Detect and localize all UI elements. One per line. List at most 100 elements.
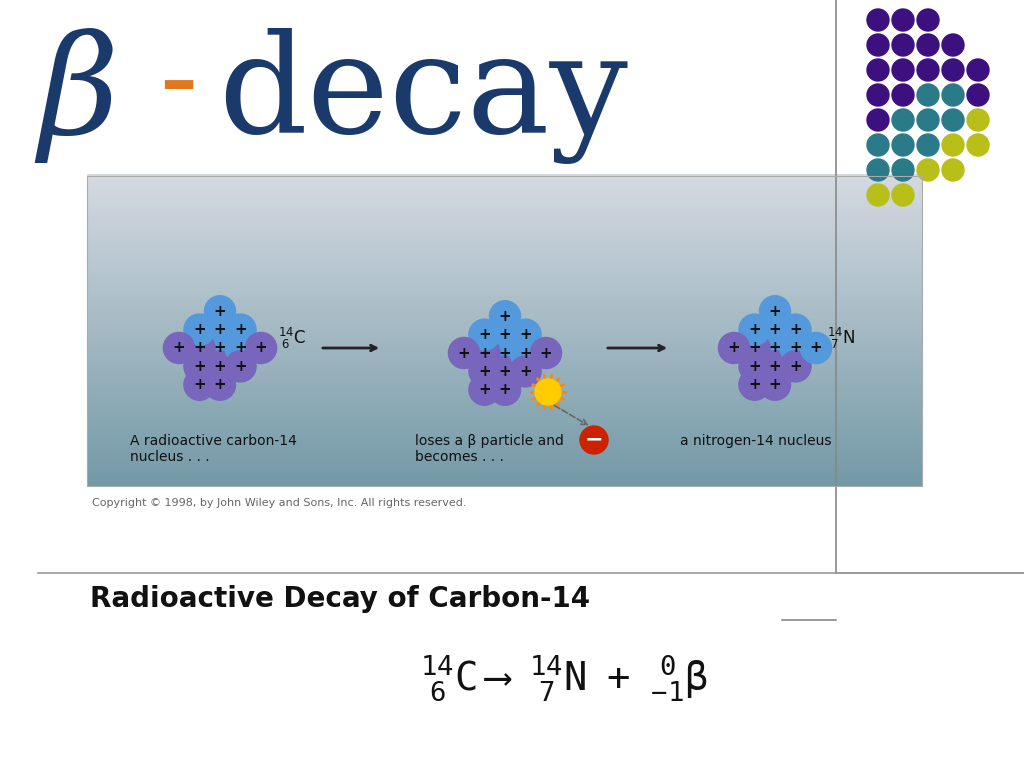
Text: +: +	[749, 340, 761, 356]
Text: +: +	[728, 340, 740, 356]
Circle shape	[892, 9, 914, 31]
Text: decay: decay	[218, 28, 628, 164]
Circle shape	[892, 134, 914, 156]
Circle shape	[469, 319, 500, 350]
Bar	[87, 187, 922, 191]
Circle shape	[164, 333, 195, 363]
Circle shape	[892, 184, 914, 206]
Circle shape	[469, 337, 500, 369]
Text: +: +	[234, 340, 247, 356]
Text: +: +	[769, 377, 781, 392]
Text: +: +	[234, 322, 247, 337]
Bar	[87, 261, 922, 266]
Bar	[87, 237, 922, 241]
Bar	[87, 209, 922, 214]
Circle shape	[205, 314, 236, 345]
Circle shape	[225, 314, 256, 345]
Circle shape	[580, 426, 608, 454]
Circle shape	[760, 333, 791, 363]
Bar	[87, 435, 922, 439]
Bar	[87, 345, 922, 349]
Text: +: +	[540, 346, 552, 360]
Text: $\mathtt{^{14}_{\ 6}C \longrightarrow \ ^{14}_{\ 7}N \ + \ ^{\ 0}_{-1}\beta}$: $\mathtt{^{14}_{\ 6}C \longrightarrow \ …	[420, 653, 708, 703]
Text: +: +	[769, 359, 781, 374]
Circle shape	[760, 296, 791, 327]
Circle shape	[918, 59, 939, 81]
Bar	[87, 230, 922, 235]
Text: +: +	[499, 327, 511, 342]
Circle shape	[205, 351, 236, 382]
Circle shape	[942, 59, 964, 81]
Circle shape	[225, 351, 256, 382]
Bar	[87, 221, 922, 226]
Text: +: +	[499, 309, 511, 324]
Bar	[87, 472, 922, 477]
Text: +: +	[194, 322, 206, 337]
Text: +: +	[173, 340, 185, 356]
Bar	[87, 447, 922, 452]
Circle shape	[739, 333, 770, 363]
Bar	[87, 386, 922, 390]
Text: +: +	[519, 346, 531, 360]
Circle shape	[510, 319, 541, 350]
Text: loses a β particle and
becomes . . .: loses a β particle and becomes . . .	[415, 434, 564, 464]
Text: +: +	[499, 382, 511, 397]
Bar	[87, 416, 922, 421]
Circle shape	[184, 351, 215, 382]
Circle shape	[449, 337, 479, 369]
Bar	[87, 308, 922, 313]
Text: −: −	[585, 429, 603, 449]
Bar	[87, 339, 922, 343]
Bar	[87, 370, 922, 375]
Bar	[87, 193, 922, 197]
Bar	[87, 218, 922, 223]
Bar	[87, 283, 922, 287]
Bar	[87, 215, 922, 220]
Bar	[87, 453, 922, 458]
Text: +: +	[214, 322, 226, 337]
Text: +: +	[214, 359, 226, 374]
Circle shape	[739, 314, 770, 345]
Text: +: +	[499, 364, 511, 379]
Bar	[87, 212, 922, 217]
Text: +: +	[478, 364, 490, 379]
Circle shape	[510, 337, 541, 369]
Text: +: +	[769, 340, 781, 356]
Bar	[87, 240, 922, 244]
Circle shape	[184, 333, 215, 363]
Circle shape	[918, 159, 939, 181]
Bar	[87, 290, 922, 294]
Bar	[87, 478, 922, 483]
Text: +: +	[810, 340, 822, 356]
Circle shape	[892, 84, 914, 106]
Bar	[87, 482, 922, 486]
Circle shape	[867, 109, 889, 131]
Bar	[87, 317, 922, 322]
Text: +: +	[749, 359, 761, 374]
Bar	[87, 398, 922, 402]
Circle shape	[739, 351, 770, 382]
Bar	[87, 469, 922, 474]
Bar	[87, 190, 922, 194]
Text: +: +	[519, 327, 531, 342]
Bar	[87, 460, 922, 465]
Text: +: +	[214, 340, 226, 356]
Circle shape	[867, 59, 889, 81]
Circle shape	[942, 34, 964, 56]
Bar	[87, 425, 922, 430]
Text: +: +	[519, 364, 531, 379]
Bar	[87, 280, 922, 284]
Bar	[87, 407, 922, 412]
Text: +: +	[769, 304, 781, 319]
Circle shape	[918, 134, 939, 156]
Bar	[87, 373, 922, 378]
Circle shape	[918, 109, 939, 131]
Text: a nitrogen-14 nucleus: a nitrogen-14 nucleus	[680, 434, 831, 448]
Circle shape	[780, 314, 811, 345]
Text: $^{14}_{\ 6}$C: $^{14}_{\ 6}$C	[278, 326, 306, 350]
Bar	[87, 463, 922, 468]
Text: Radioactive Decay of Carbon-14: Radioactive Decay of Carbon-14	[90, 585, 590, 613]
Bar	[87, 466, 922, 471]
Bar	[87, 432, 922, 436]
Text: +: +	[255, 340, 267, 356]
